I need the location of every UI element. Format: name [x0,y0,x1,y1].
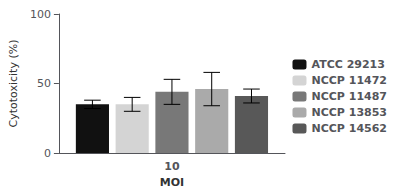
svg-text:100: 100 [30,8,51,21]
svg-text:NCCP 11472: NCCP 11472 [311,74,387,87]
svg-text:ATCC 29213: ATCC 29213 [311,58,384,71]
svg-text:NCCP 14562: NCCP 14562 [311,122,387,135]
svg-text:50: 50 [37,77,51,90]
svg-text:MOI: MOI [160,176,184,189]
svg-text:0: 0 [44,147,51,160]
svg-text:10: 10 [164,160,180,173]
svg-text:Cytotoxicity (%): Cytotoxicity (%) [7,40,20,128]
svg-text:NCCP 11487: NCCP 11487 [311,90,387,103]
svg-text:NCCP 13853: NCCP 13853 [311,106,387,119]
